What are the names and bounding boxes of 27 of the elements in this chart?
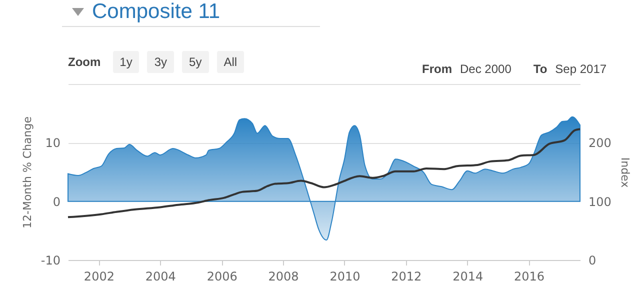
x-tick-label: 2008 (268, 270, 299, 284)
x-tick-label: 2006 (206, 270, 238, 284)
chart-title: Composite 11 (92, 0, 220, 24)
line-series (67, 128, 581, 218)
text: Sep 2017 (555, 62, 607, 76)
y-axis-title: 12-Month % Change (20, 116, 34, 229)
x-tick-label: 2014 (452, 270, 484, 284)
x-tick-label: 2002 (84, 270, 114, 284)
x-tick-label: 2012 (391, 270, 422, 284)
y-tick-label: 10 (45, 136, 60, 150)
text: All (216, 51, 244, 73)
text: 3y (147, 51, 174, 73)
text: To (533, 62, 548, 76)
y2-tick-label: 200 (588, 136, 612, 150)
x-tick-label: 2010 (330, 270, 360, 284)
text: 5y (182, 51, 209, 73)
text: Dec 2000 (460, 62, 512, 76)
y2-tick-label: 0 (588, 254, 596, 268)
y2-axis-title: Index (618, 157, 632, 188)
y2-tick-label: 100 (588, 194, 612, 209)
y-tick-label: 0 (52, 194, 60, 209)
y-tick-label: -10 (40, 254, 60, 268)
text: Zoom (68, 55, 101, 69)
text: From (422, 62, 452, 76)
x-tick-label: 2016 (514, 270, 545, 284)
x-tick-label: 2004 (145, 270, 176, 284)
text: 1y (112, 51, 140, 73)
